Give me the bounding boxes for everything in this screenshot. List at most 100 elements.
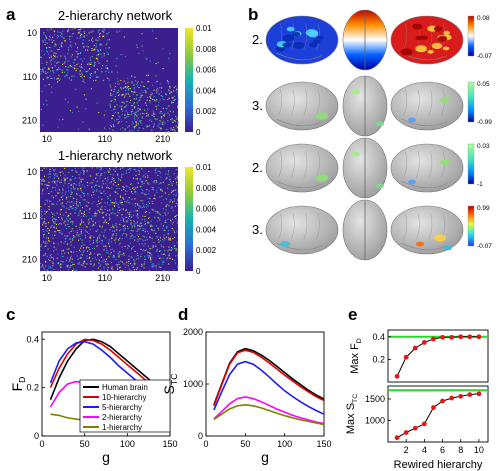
matrix-cell <box>152 208 154 210</box>
matrix-cell <box>125 86 127 88</box>
matrix-cell <box>110 268 112 270</box>
matrix-cell <box>134 250 136 252</box>
legend-entry: 1-hierarchy <box>102 423 142 432</box>
data-point <box>412 345 418 351</box>
matrix-cell <box>78 239 80 241</box>
matrix-cell <box>56 62 58 64</box>
matrix-cell <box>109 182 111 184</box>
matrix-cell <box>84 266 86 268</box>
matrix-cell <box>169 179 171 181</box>
matrix-cell <box>79 227 81 229</box>
matrix-cell <box>160 127 162 129</box>
matrix-cell <box>72 66 74 68</box>
matrix-cell <box>111 202 113 204</box>
matrix-cell <box>161 228 163 230</box>
matrix-cell <box>131 82 133 84</box>
matrix-cell <box>151 265 153 267</box>
brain-gyrus <box>278 151 283 178</box>
matrix-cell <box>138 87 140 89</box>
matrix-cell <box>54 175 56 177</box>
panel-label-a: a <box>6 5 16 24</box>
matrix-cell <box>134 108 136 110</box>
matrix-cell <box>42 224 44 226</box>
matrix-cell <box>82 213 84 215</box>
matrix-cell <box>149 256 151 258</box>
matrix-cell <box>139 178 141 180</box>
matrix-cell <box>85 71 87 73</box>
matrix-cell <box>70 213 72 215</box>
x-axis-label: g <box>102 449 110 465</box>
matrix-cell <box>111 230 113 232</box>
matrix-cell <box>67 201 69 203</box>
matrix-cell <box>142 229 144 231</box>
matrix-cell <box>157 89 159 91</box>
x-axis-label: g <box>261 449 269 465</box>
matrix-cell <box>101 71 103 73</box>
matrix-cell <box>145 180 147 182</box>
brain-colorbar-top-tick: 0.08 <box>477 15 490 22</box>
matrix-cell <box>51 41 53 43</box>
matrix-cell <box>169 181 171 183</box>
matrix-cell <box>90 62 92 64</box>
matrix-cell <box>55 248 57 250</box>
matrix-cell <box>150 252 152 254</box>
matrix-cell <box>42 41 44 43</box>
matrix-cell <box>125 216 127 218</box>
matrix-cell <box>147 81 149 83</box>
matrix-cell <box>119 169 121 171</box>
matrix-cell <box>124 114 126 116</box>
matrix-cell <box>40 109 42 111</box>
data-point <box>394 373 400 379</box>
matrix-cell <box>65 191 67 193</box>
matrix-cell <box>160 223 162 225</box>
matrix-cell <box>168 171 170 173</box>
matrix-cell <box>139 225 141 227</box>
matrix-cell <box>114 202 116 204</box>
y-tick-label: 0.4 <box>26 334 39 344</box>
matrix-cell <box>81 245 83 247</box>
matrix-cell <box>121 105 123 107</box>
matrix-cell <box>67 53 69 55</box>
matrix-cell <box>125 110 127 112</box>
matrix-cell <box>128 255 130 257</box>
matrix-cell <box>106 202 108 204</box>
matrix-cell <box>133 88 135 90</box>
matrix-cell <box>50 46 52 48</box>
matrix-cell <box>75 70 77 72</box>
matrix-cell <box>59 32 61 34</box>
colorbar-tick: 0.002 <box>196 107 217 116</box>
matrix-cell <box>147 205 149 207</box>
matrix-cell <box>162 124 164 126</box>
matrix-cell <box>114 242 116 244</box>
matrix-cell <box>79 73 81 75</box>
matrix-cell <box>118 212 120 214</box>
activation-patch <box>416 241 424 247</box>
matrix-cell <box>94 224 96 226</box>
matrix-cell <box>92 258 94 260</box>
matrix-cell <box>169 86 171 88</box>
matrix-cell <box>133 103 135 105</box>
matrix-cell <box>118 179 120 181</box>
matrix-cell <box>77 188 79 190</box>
matrix-cell <box>149 96 151 98</box>
matrix-cell <box>140 120 142 122</box>
matrix-cell <box>166 108 168 110</box>
matrix-cell <box>88 223 90 225</box>
matrix-cell <box>80 251 82 253</box>
matrix-cell <box>143 245 145 247</box>
matrix-cell <box>154 210 156 212</box>
matrix-cell <box>81 221 83 223</box>
matrix-cell <box>82 43 84 45</box>
matrix-cell <box>94 63 96 65</box>
matrix-cell <box>49 35 51 37</box>
matrix-cell <box>152 181 154 183</box>
matrix-cell <box>83 171 85 173</box>
matrix-cell <box>122 94 124 96</box>
matrix-cell <box>103 222 105 224</box>
brain-colorbar <box>467 205 475 247</box>
matrix-cell <box>119 269 121 271</box>
matrix-cell <box>137 123 139 125</box>
matrix-cell <box>107 223 109 225</box>
matrix-cell <box>168 238 170 240</box>
matrix-cell <box>128 187 130 189</box>
